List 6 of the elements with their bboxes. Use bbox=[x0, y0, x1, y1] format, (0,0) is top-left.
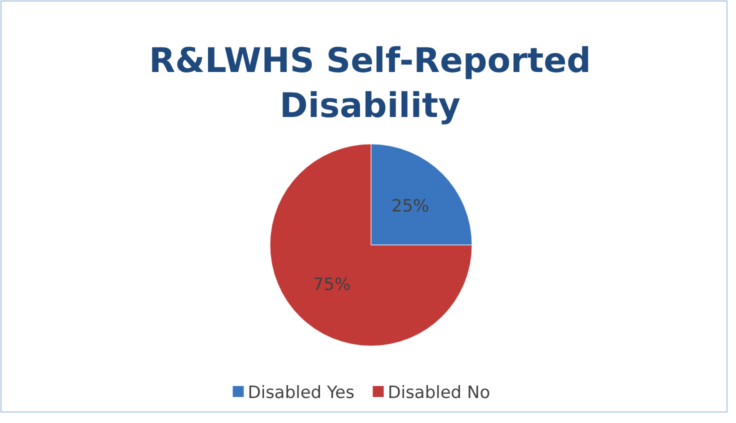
data-label: 75% bbox=[312, 275, 351, 296]
data-label: 25% bbox=[391, 196, 430, 217]
legend-label: Disabled Yes bbox=[248, 382, 355, 403]
chart-title: R&LWHS Self-Reported Disability bbox=[149, 41, 591, 126]
pie-slice bbox=[270, 144, 472, 346]
legend-label: Disabled No bbox=[388, 382, 490, 403]
